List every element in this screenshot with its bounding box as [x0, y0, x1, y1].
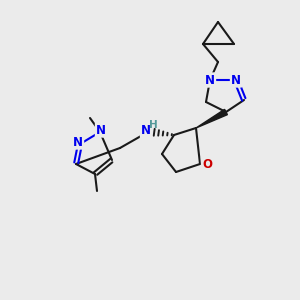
- Text: N: N: [205, 74, 215, 86]
- Text: N: N: [231, 74, 241, 86]
- Text: N: N: [73, 136, 83, 148]
- Text: O: O: [202, 158, 212, 170]
- Text: N: N: [141, 124, 151, 137]
- Polygon shape: [196, 110, 227, 128]
- Text: N: N: [96, 124, 106, 136]
- Text: H: H: [148, 120, 158, 130]
